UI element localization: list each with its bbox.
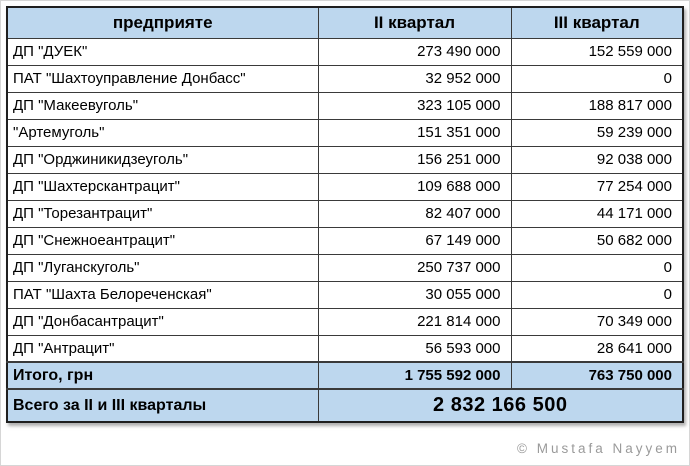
- enterprises-table-wrapper: предприяте II квартал III квартал ДП "ДУ…: [6, 6, 684, 423]
- enterprise-name-cell: ДП "Шахтерскантрацит": [6, 172, 319, 201]
- q3-value-cell: 92 038 000: [510, 145, 684, 174]
- q2-value-cell: 109 688 000: [317, 172, 512, 201]
- table-row: ДП "Донбасантрацит" 221 814 000 70 349 000: [6, 307, 684, 336]
- q2-value-cell: 151 351 000: [317, 118, 512, 147]
- table-body: ДП "ДУЕК" 273 490 000 152 559 000 ПАТ "Шахт…: [6, 37, 684, 363]
- totals-section: Итого, грн 1 755 592 000 763 750 000 Все…: [6, 361, 684, 423]
- table-row: ДП "ДУЕК" 273 490 000 152 559 000: [6, 37, 684, 66]
- table-row: ДП "Антрацит" 56 593 000 28 641 000: [6, 334, 684, 363]
- table-row: ПАТ "Шахта Белореченская" 30 055 000 0: [6, 280, 684, 309]
- q2-value-cell: 323 105 000: [317, 91, 512, 120]
- q3-value-cell: 50 682 000: [510, 226, 684, 255]
- table-header: предприяте II квартал III квартал: [6, 6, 684, 39]
- q3-value-cell: 0: [510, 280, 684, 309]
- table-row: ДП "Шахтерскантрацит" 109 688 000 77 254 0…: [6, 172, 684, 201]
- enterprise-name-cell: ПАТ "Шахтоуправление Донбасс": [6, 64, 319, 93]
- grand-total-label: Всего за II и III кварталы: [6, 388, 319, 423]
- q2-value-cell: 156 251 000: [317, 145, 512, 174]
- column-header-q3: III квартал: [510, 6, 684, 39]
- q2-value-cell: 82 407 000: [317, 199, 512, 228]
- q3-value-cell: 44 171 000: [510, 199, 684, 228]
- enterprise-name-cell: "Артемуголь": [6, 118, 319, 147]
- q3-value-cell: 28 641 000: [510, 334, 684, 363]
- enterprise-name-cell: ПАТ "Шахта Белореченская": [6, 280, 319, 309]
- q2-value-cell: 32 952 000: [317, 64, 512, 93]
- q3-value-cell: 77 254 000: [510, 172, 684, 201]
- author-watermark: © Mustafa Nayyem: [517, 441, 680, 456]
- q2-value-cell: 30 055 000: [317, 280, 512, 309]
- enterprise-name-cell: ДП "Орджиникидзеуголь": [6, 145, 319, 174]
- q2-value-cell: 67 149 000: [317, 226, 512, 255]
- q2-value-cell: 250 737 000: [317, 253, 512, 282]
- grand-total-row: Всего за II и III кварталы 2 832 166 500: [6, 388, 684, 423]
- table-row: ДП "Торезантрацит" 82 407 000 44 171 000: [6, 199, 684, 228]
- enterprise-name-cell: ДП "Луганскуголь": [6, 253, 319, 282]
- column-header-enterprise: предприяте: [6, 6, 319, 39]
- totals-q2-value: 1 755 592 000: [317, 361, 512, 390]
- enterprise-name-cell: ДП "Макеевуголь": [6, 91, 319, 120]
- table-row: ДП "Снежноеантрацит" 67 149 000 50 682 000: [6, 226, 684, 255]
- totals-q3-value: 763 750 000: [510, 361, 684, 390]
- q3-value-cell: 0: [510, 64, 684, 93]
- q3-value-cell: 0: [510, 253, 684, 282]
- table-row: ПАТ "Шахтоуправление Донбасс" 32 952 000 0: [6, 64, 684, 93]
- table-row: ДП "Макеевуголь" 323 105 000 188 817 000: [6, 91, 684, 120]
- enterprise-name-cell: ДП "Антрацит": [6, 334, 319, 363]
- enterprise-name-cell: ДП "Донбасантрацит": [6, 307, 319, 336]
- column-header-q2: II квартал: [317, 6, 512, 39]
- q2-value-cell: 56 593 000: [317, 334, 512, 363]
- grand-total-value: 2 832 166 500: [317, 388, 684, 423]
- table-row: ДП "Луганскуголь" 250 737 000 0: [6, 253, 684, 282]
- q3-value-cell: 188 817 000: [510, 91, 684, 120]
- q3-value-cell: 70 349 000: [510, 307, 684, 336]
- enterprise-name-cell: ДП "Снежноеантрацит": [6, 226, 319, 255]
- totals-label: Итого, грн: [6, 361, 319, 390]
- enterprise-name-cell: ДП "Торезантрацит": [6, 199, 319, 228]
- totals-row: Итого, грн 1 755 592 000 763 750 000: [6, 361, 684, 390]
- q2-value-cell: 221 814 000: [317, 307, 512, 336]
- q3-value-cell: 152 559 000: [510, 37, 684, 66]
- enterprises-quarterly-table: предприяте II квартал III квартал ДП "ДУ…: [6, 6, 684, 423]
- q2-value-cell: 273 490 000: [317, 37, 512, 66]
- header-row: предприяте II квартал III квартал: [6, 6, 684, 39]
- table-row: ДП "Орджиникидзеуголь" 156 251 000 92 038 …: [6, 145, 684, 174]
- enterprise-name-cell: ДП "ДУЕК": [6, 37, 319, 66]
- table-row: "Артемуголь" 151 351 000 59 239 000: [6, 118, 684, 147]
- q3-value-cell: 59 239 000: [510, 118, 684, 147]
